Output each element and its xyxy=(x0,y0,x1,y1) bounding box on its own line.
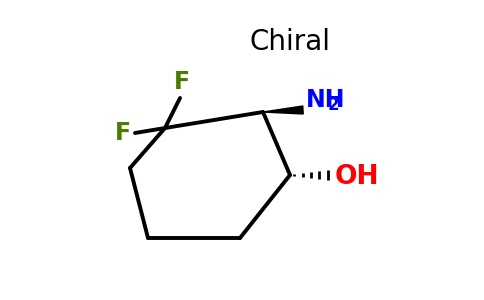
Polygon shape xyxy=(263,106,303,114)
Text: NH: NH xyxy=(306,88,346,112)
Text: F: F xyxy=(115,121,131,145)
Text: F: F xyxy=(174,70,190,94)
Text: 2: 2 xyxy=(328,96,340,114)
Text: Chiral: Chiral xyxy=(249,28,331,56)
Text: OH: OH xyxy=(335,164,379,190)
